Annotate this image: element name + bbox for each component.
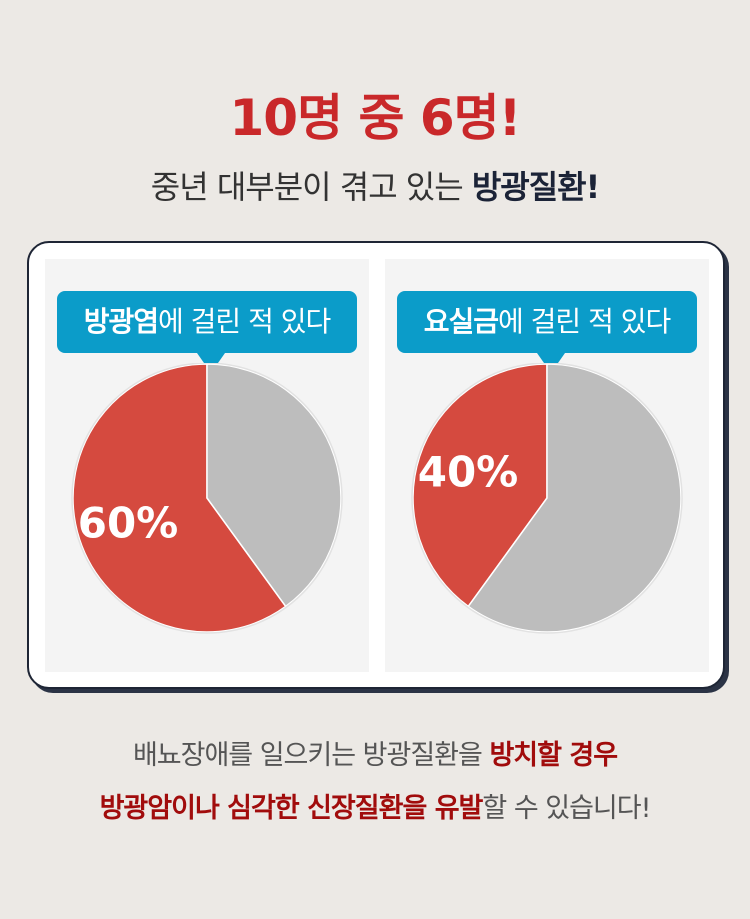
chart-title-rest: 에 걸린 적 있다	[158, 305, 331, 338]
pie-data-label: 40%	[418, 447, 519, 496]
pie-slice-highlight	[412, 363, 548, 608]
subtitle-bold: 방광질환!	[471, 168, 600, 206]
panel-incontinence: 요실금에 걸린 적 있다 40%	[385, 259, 709, 672]
pie-outline	[411, 363, 683, 634]
panel-bladder-inflammation: 방광염에 걸린 적 있다 60%	[45, 259, 369, 672]
footer-bold: 방광암이나 심각한 신장질환을 유발	[99, 793, 484, 824]
footer-line-1: 배뇨장애를 일으키는 방광질환을 방치할 경우	[0, 733, 750, 772]
pie-chart-1: 60%	[71, 363, 343, 634]
footer-plain: 배뇨장애를 일으키는 방광질환을	[132, 740, 490, 771]
pie-data-label: 60%	[78, 499, 179, 548]
chart-card: 방광염에 걸린 적 있다 60% 요실금에 걸린 적 있다 40%	[27, 241, 725, 689]
chart-title-bubble: 요실금에 걸린 적 있다	[397, 291, 697, 373]
footer-bold: 방치할 경우	[489, 740, 618, 771]
pie-slice-rest	[206, 363, 342, 608]
headline: 10명 중 6명!	[229, 89, 522, 147]
footer-line-2: 방광암이나 심각한 신장질환을 유발할 수 있습니다!	[0, 786, 750, 825]
subtitle-plain: 중년 대부분이 겪고 있는	[150, 168, 472, 206]
chart-title-rest: 에 걸린 적 있다	[498, 305, 671, 338]
footer-plain: 할 수 있습니다!	[482, 793, 651, 824]
chart-title-bold: 요실금	[423, 305, 499, 338]
subtitle: 중년 대부분이 겪고 있는 방광질환!	[0, 162, 750, 208]
pie-slice-highlight	[72, 363, 287, 633]
chart-title-bold: 방광염	[83, 305, 159, 338]
pie-outline	[71, 363, 343, 634]
pie-chart-2: 40%	[411, 363, 683, 634]
chart-title-bubble: 방광염에 걸린 적 있다	[57, 291, 357, 373]
pie-slice-rest	[467, 363, 682, 633]
